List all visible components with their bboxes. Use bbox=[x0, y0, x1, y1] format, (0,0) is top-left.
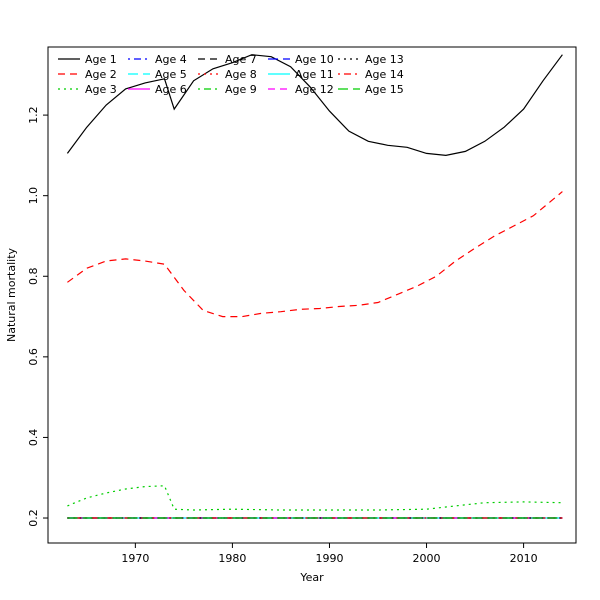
legend-label: Age 14 bbox=[365, 68, 404, 81]
x-tick-label: 1980 bbox=[218, 552, 246, 565]
y-tick-label: 0.2 bbox=[27, 509, 40, 527]
series-line-age-3 bbox=[67, 485, 563, 511]
legend-label: Age 11 bbox=[295, 68, 334, 81]
legend-label: Age 13 bbox=[365, 53, 404, 66]
legend-item-age-4: Age 4 bbox=[128, 53, 187, 66]
y-tick-label: 1.0 bbox=[27, 187, 40, 205]
x-tick-label: 1990 bbox=[315, 552, 343, 565]
legend-label: Age 6 bbox=[155, 83, 187, 96]
legend-item-age-14: Age 14 bbox=[338, 68, 404, 81]
legend-label: Age 2 bbox=[85, 68, 117, 81]
legend-item-age-13: Age 13 bbox=[338, 53, 404, 66]
series-line-age-2 bbox=[67, 191, 563, 318]
legend-item-age-6: Age 6 bbox=[128, 83, 187, 96]
legend-label: Age 7 bbox=[225, 53, 257, 66]
plot-box bbox=[47, 46, 577, 544]
y-axis-label: Natural mortality bbox=[5, 247, 18, 342]
legend-label: Age 9 bbox=[225, 83, 257, 96]
legend-item-age-7: Age 7 bbox=[198, 53, 257, 66]
y-tick-label: 0.6 bbox=[27, 348, 40, 366]
legend-item-age-3: Age 3 bbox=[58, 83, 117, 96]
x-tick-label: 2010 bbox=[510, 552, 538, 565]
legend-label: Age 15 bbox=[365, 83, 404, 96]
x-tick-label: 2000 bbox=[413, 552, 441, 565]
legend-label: Age 10 bbox=[295, 53, 334, 66]
legend-label: Age 3 bbox=[85, 83, 117, 96]
y-tick-label: 0.4 bbox=[27, 429, 40, 447]
legend-item-age-11: Age 11 bbox=[268, 68, 334, 81]
legend-item-age-5: Age 5 bbox=[128, 68, 187, 81]
legend-item-age-9: Age 9 bbox=[198, 83, 257, 96]
legend-item-age-2: Age 2 bbox=[58, 68, 117, 81]
legend-label: Age 4 bbox=[155, 53, 187, 66]
y-tick-label: 0.8 bbox=[27, 268, 40, 286]
legend-item-age-10: Age 10 bbox=[268, 53, 334, 66]
y-tick-label: 1.2 bbox=[27, 106, 40, 124]
legend-label: Age 1 bbox=[85, 53, 117, 66]
legend-label: Age 8 bbox=[225, 68, 257, 81]
legend-item-age-1: Age 1 bbox=[58, 53, 117, 66]
legend-item-age-12: Age 12 bbox=[268, 83, 334, 96]
legend-label: Age 12 bbox=[295, 83, 334, 96]
x-axis-label: Year bbox=[299, 571, 324, 584]
legend-item-age-15: Age 15 bbox=[338, 83, 404, 96]
x-tick-label: 1970 bbox=[121, 552, 149, 565]
legend-item-age-8: Age 8 bbox=[198, 68, 257, 81]
series-line-age-1 bbox=[66, 54, 563, 157]
legend-label: Age 5 bbox=[155, 68, 187, 81]
